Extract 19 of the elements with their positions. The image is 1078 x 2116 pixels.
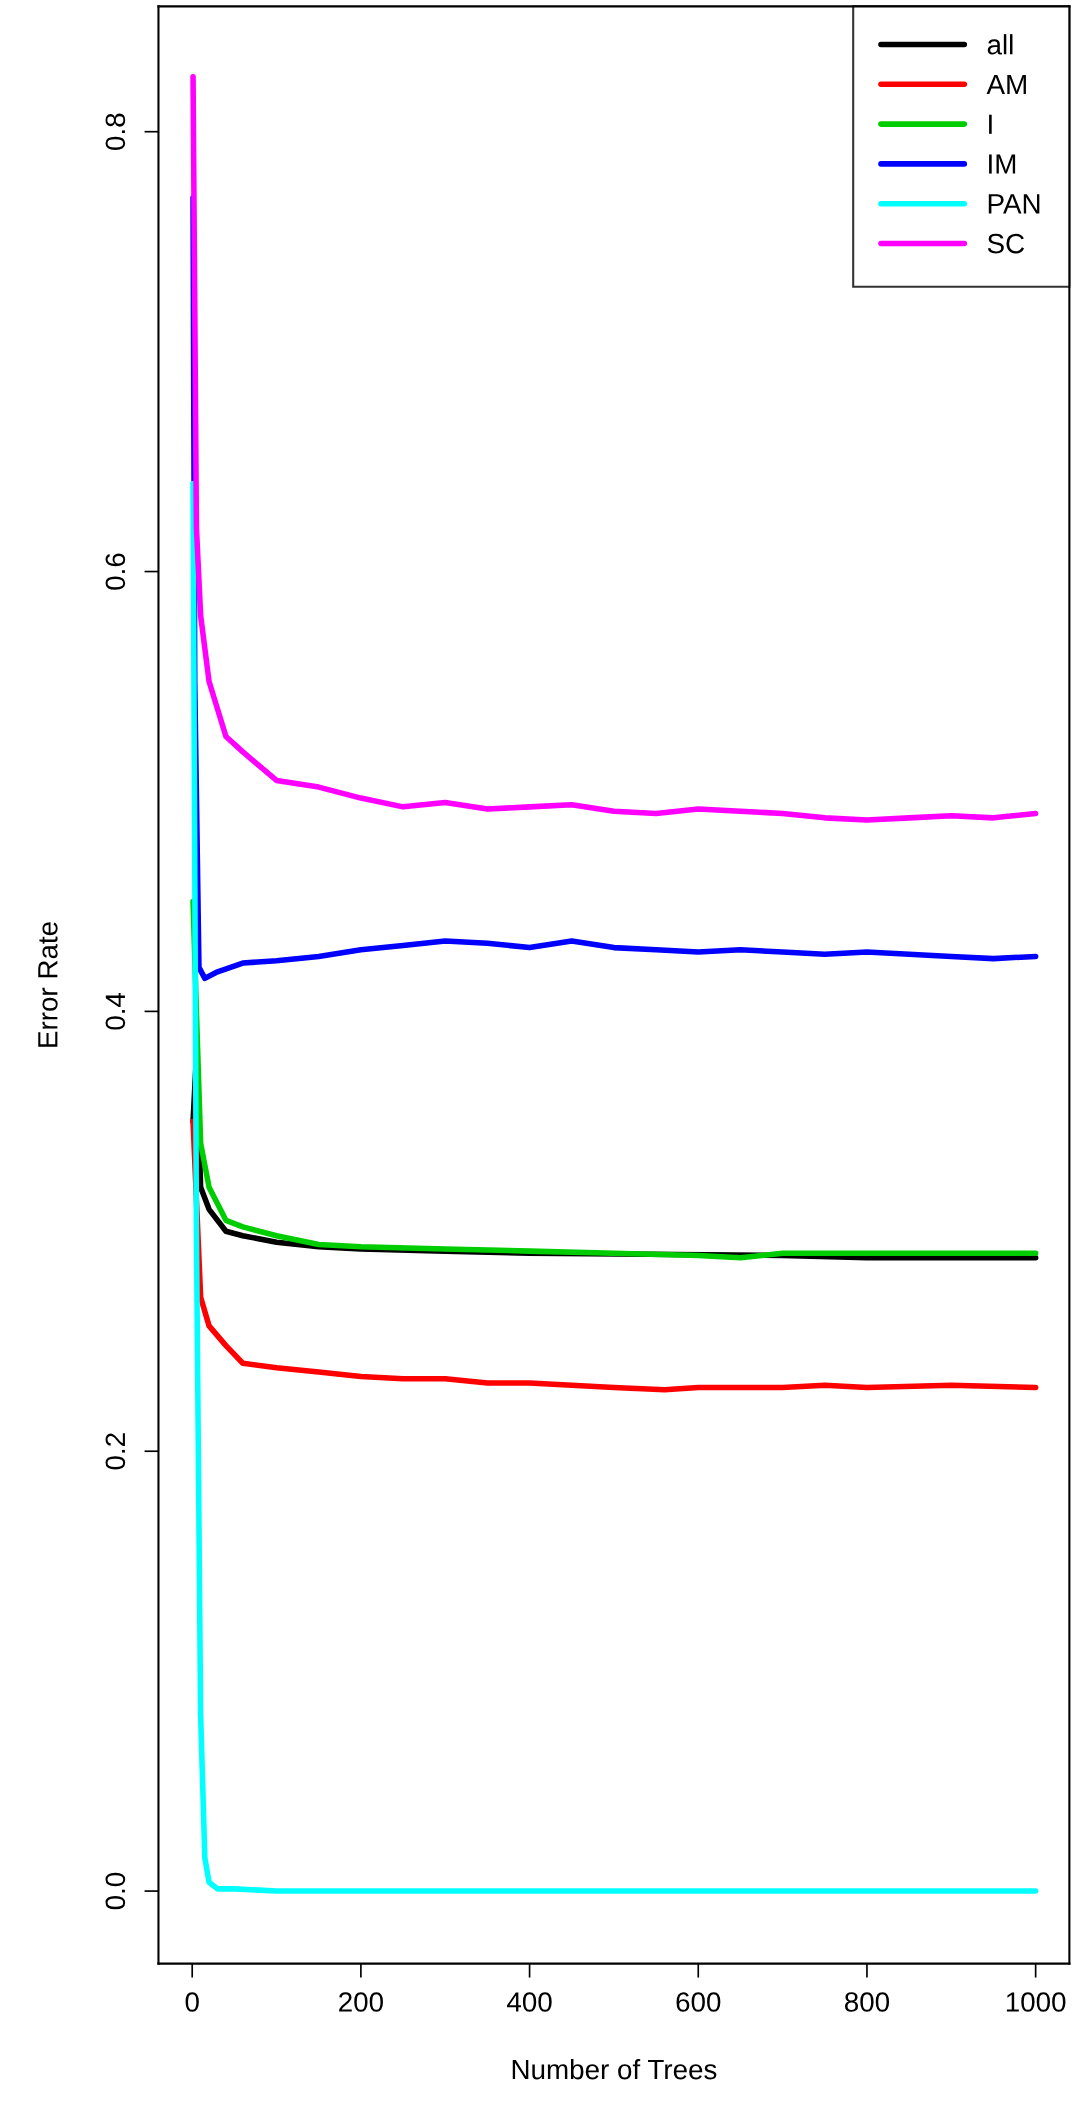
legend-label: AM	[986, 74, 1026, 95]
y-tick-label: 0.6	[105, 553, 126, 590]
legend-label: all	[987, 34, 1013, 55]
y-tick-label: 0.8	[105, 113, 126, 150]
legend-label: IM	[989, 154, 1016, 174]
y-tick-label: 0.4	[105, 992, 126, 1030]
x-tick-label: 400	[507, 1992, 552, 2012]
legend-label: SC	[987, 233, 1025, 254]
legend-label: PAN	[988, 194, 1040, 214]
x-tick-label: 800	[844, 1992, 890, 2012]
x-tick-label: 200	[339, 1992, 383, 2012]
x-tick-label: 0	[185, 1992, 199, 2012]
y-axis-title: Error Rate	[38, 922, 58, 1047]
y-tick-label: 0.2	[105, 1433, 126, 1470]
x-tick-label: 1000	[1006, 1992, 1066, 2012]
x-axis-title: Number of Trees	[512, 2058, 717, 2080]
legend-label: I	[989, 114, 992, 134]
y-tick-label: 0.0	[105, 1872, 126, 1910]
x-tick-label: 600	[676, 1992, 721, 2012]
